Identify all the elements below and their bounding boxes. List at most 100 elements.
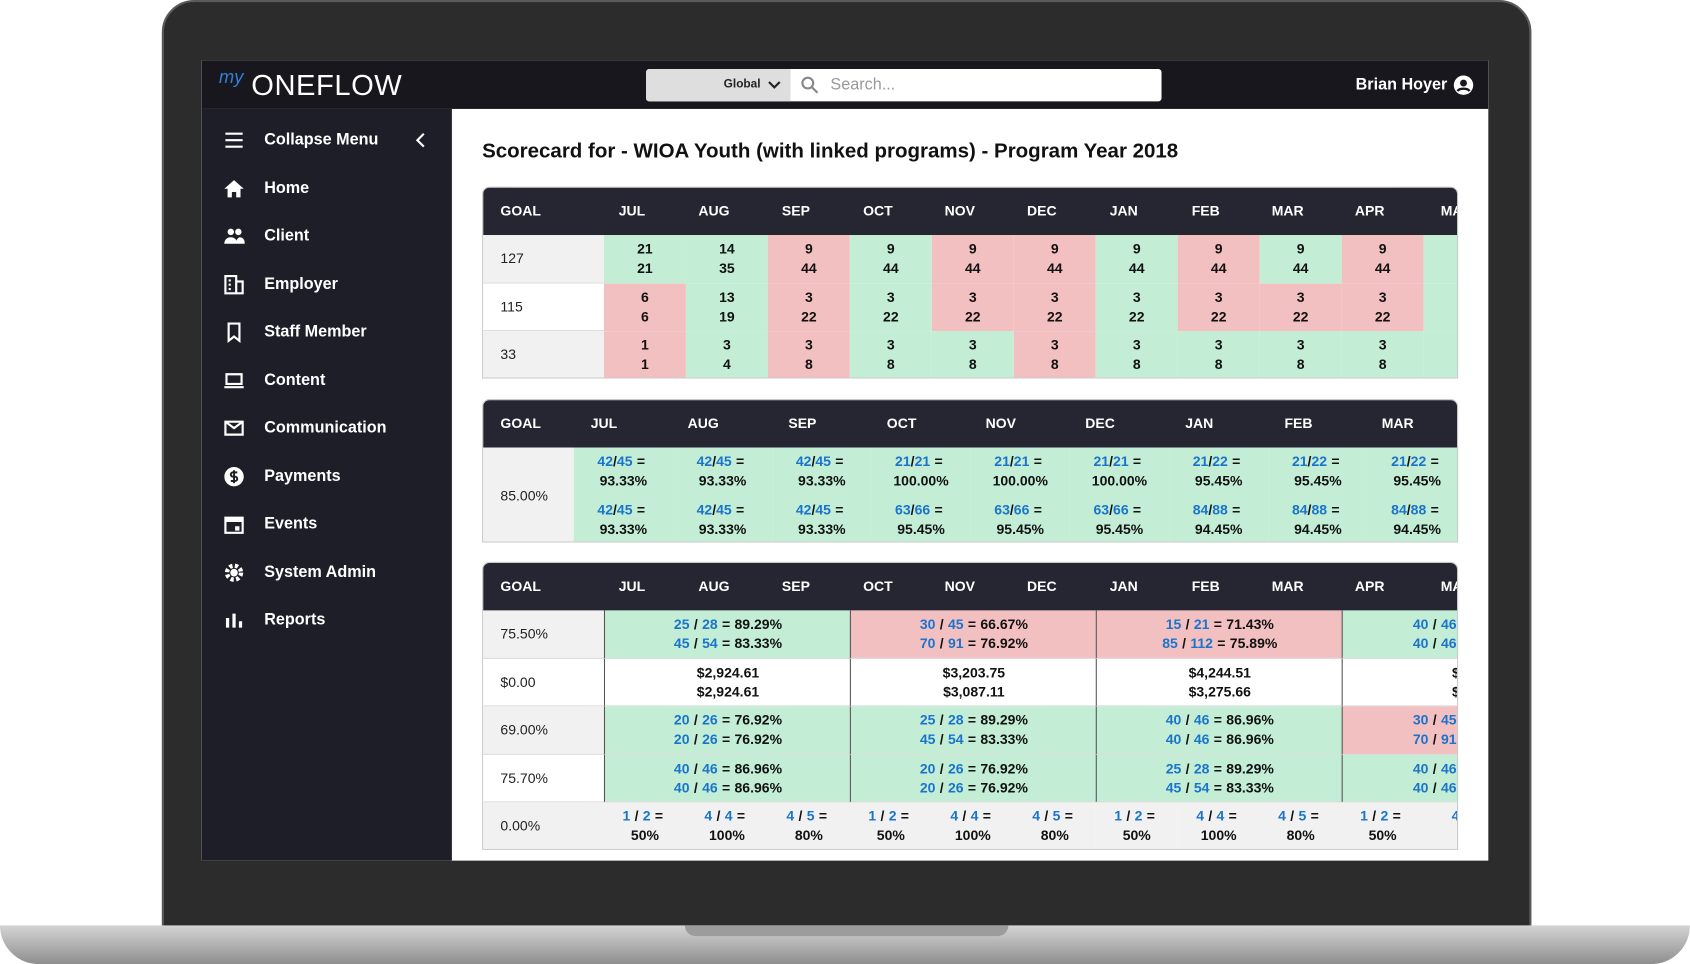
numerator[interactable]: 70 [919,635,936,652]
cell-value[interactable]: 22 [801,307,817,325]
cell-amount[interactable]: $3,0 [1343,682,1457,701]
cell-value[interactable]: 9 [968,240,977,257]
numerator[interactable]: 84 [1291,501,1308,518]
denominator[interactable]: 28 [702,615,718,632]
denominator[interactable]: 88 [1410,501,1427,518]
cell-value[interactable]: 3 [968,336,977,353]
denominator[interactable]: 45 [947,615,964,632]
numerator[interactable]: 63 [895,501,911,518]
menu-item[interactable]: Events [202,503,452,546]
cell-value[interactable]: 1 [641,355,649,373]
menu-item[interactable]: Communication [202,407,452,450]
denominator[interactable]: 2 [888,807,897,824]
cell-value[interactable]: 44 [883,259,899,277]
cell-amount[interactable]: $3,275.66 [1188,683,1251,700]
numerator[interactable]: 4 [1278,807,1286,824]
denominator[interactable]: 91 [1440,731,1457,748]
cell-value[interactable]: 44 [801,259,817,277]
cell-value[interactable]: 3 [1296,336,1305,353]
cell-value[interactable]: 21 [637,259,653,277]
denominator[interactable]: 21 [1013,452,1030,470]
cell-value[interactable]: 8 [886,355,895,373]
cell-value[interactable]: 9 [1214,240,1223,257]
numerator[interactable]: 21 [1192,452,1209,470]
numerator[interactable]: 20 [919,779,936,796]
cell-value[interactable]: 3 [886,336,895,353]
numerator[interactable]: 45 [919,731,936,748]
cell-value[interactable]: 3 [804,336,813,353]
cell-value[interactable]: 14 [719,240,735,257]
cell-value[interactable]: 3 [1378,288,1387,305]
denominator[interactable]: 46 [1440,779,1457,796]
cell-value[interactable]: 22 [1210,307,1227,325]
cell-value[interactable]: 22 [964,307,981,325]
cell-value[interactable]: 44 [1210,259,1227,277]
cell-value[interactable]: 3 [1378,336,1387,353]
denominator[interactable]: 112 [1190,635,1213,652]
numerator[interactable]: 30 [919,615,936,632]
numerator[interactable]: 4 [1452,808,1457,824]
cell-value[interactable]: 44 [1374,259,1391,277]
cell-value[interactable]: 4 [722,355,731,373]
cell-value[interactable]: 9 [1378,240,1387,257]
denominator[interactable]: 45 [716,501,732,518]
menu-item[interactable]: Payments [202,455,452,498]
numerator[interactable]: 1 [1114,807,1123,824]
numerator[interactable]: 84 [1192,501,1209,518]
denominator[interactable]: 45 [1440,711,1457,728]
numerator[interactable]: 20 [673,711,690,728]
denominator[interactable]: 54 [702,635,718,652]
cell-value[interactable]: 44 [1128,259,1145,277]
cell-amount[interactable]: $3,087.11 [943,683,1005,700]
denominator[interactable]: 4 [970,807,979,824]
cell-amount[interactable]: $2,924.61 [696,683,760,700]
cell-value[interactable]: 8 [1132,355,1141,373]
cell-value[interactable]: 13 [719,288,735,305]
cell-value[interactable]: 8 [1378,355,1387,373]
cell-value[interactable]: 22 [1128,307,1145,325]
cell-value[interactable]: 3 [1050,288,1059,305]
numerator[interactable]: 40 [673,779,690,796]
cell-value[interactable]: 3 [886,288,895,305]
cell-value[interactable]: 22 [1374,307,1391,325]
cell-value[interactable]: 22 [883,307,899,325]
cell-value[interactable]: 3 [1132,288,1141,305]
denominator[interactable]: 46 [1440,635,1457,652]
cell-value[interactable]: 8 [1050,355,1059,373]
menu-item[interactable]: Employer [202,263,452,306]
search-input[interactable]: Search... [830,75,896,94]
cell-value[interactable]: 35 [719,259,735,277]
menu-item[interactable]: Collapse Menu [202,119,452,162]
numerator[interactable]: 70 [1412,731,1429,748]
denominator[interactable]: 88 [1212,501,1228,518]
scope-dropdown[interactable]: Global [646,69,791,102]
denominator[interactable]: 2 [642,807,651,824]
numerator[interactable]: 4 [1032,807,1041,824]
numerator[interactable]: 40 [1165,731,1182,748]
menu-item[interactable]: System Admin [202,551,452,594]
denominator[interactable]: 28 [1193,759,1210,776]
cell-value[interactable]: 21 [637,240,653,257]
denominator[interactable]: 5 [1298,807,1307,824]
numerator[interactable]: 42 [597,452,614,470]
cell-value[interactable]: 3 [1214,336,1223,353]
numerator[interactable]: 42 [597,501,614,518]
numerator[interactable]: 20 [673,731,690,748]
numerator[interactable]: 42 [795,501,812,518]
menu-item[interactable]: Home [202,167,452,210]
menu-item[interactable]: Client [202,215,452,258]
denominator[interactable]: 46 [1440,615,1457,632]
cell-value[interactable]: 6 [641,307,649,325]
numerator[interactable]: 4 [704,807,713,824]
numerator[interactable]: 42 [795,452,812,470]
denominator[interactable]: 46 [1193,711,1210,728]
cell-value[interactable]: 9 [1132,240,1141,257]
logo[interactable]: ONEFLOW [251,69,403,102]
cell-value[interactable]: 1 [641,336,649,353]
denominator[interactable]: 22 [1410,452,1427,470]
cell-value[interactable]: 44 [964,259,981,277]
numerator[interactable]: 42 [696,452,713,470]
numerator[interactable]: 21 [1391,452,1407,470]
denominator[interactable]: 46 [1440,759,1457,776]
denominator[interactable]: 46 [1193,731,1210,748]
